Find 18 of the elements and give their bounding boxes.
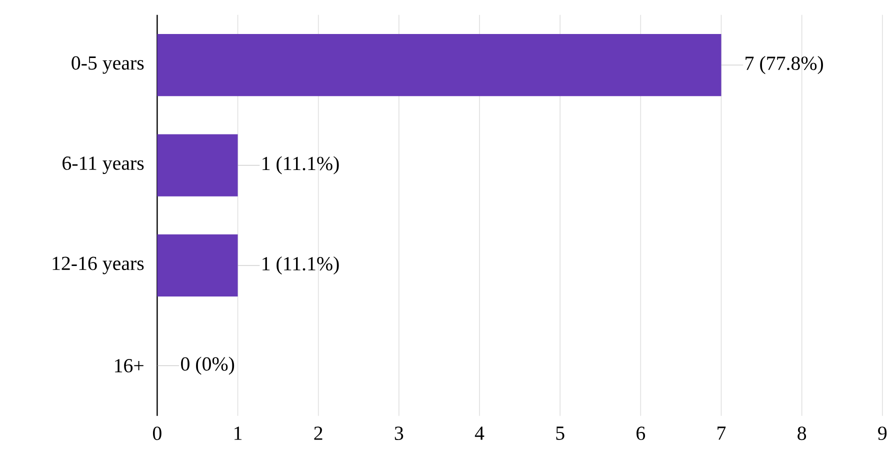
y-tick-label: 16+ [115, 359, 144, 373]
x-tick-label: 8 [798, 426, 806, 440]
x-tick-label: 9 [878, 426, 887, 440]
x-tick-label: 3 [394, 426, 404, 440]
x-tick-label: 6 [636, 426, 646, 440]
data-label: 1 (11.1%) [262, 256, 339, 275]
x-tick-label: 5 [556, 426, 564, 440]
y-tick-label: 12-16 years [52, 256, 144, 274]
x-tick-label: 0 [152, 426, 162, 440]
x-tick-label: 2 [314, 426, 322, 440]
data-label: 1 (11.1%) [262, 156, 339, 174]
data-label: 7 (77.8%) [746, 56, 823, 74]
y-tick-label: 6-11 years [62, 156, 144, 174]
x-tick-label: 4 [474, 426, 484, 440]
x-tick-label: 1 [234, 426, 242, 440]
y-tick-label: 0-5 years [72, 56, 144, 74]
data-label: 0 (0%) [181, 356, 234, 375]
x-tick-label: 7 [718, 426, 726, 440]
